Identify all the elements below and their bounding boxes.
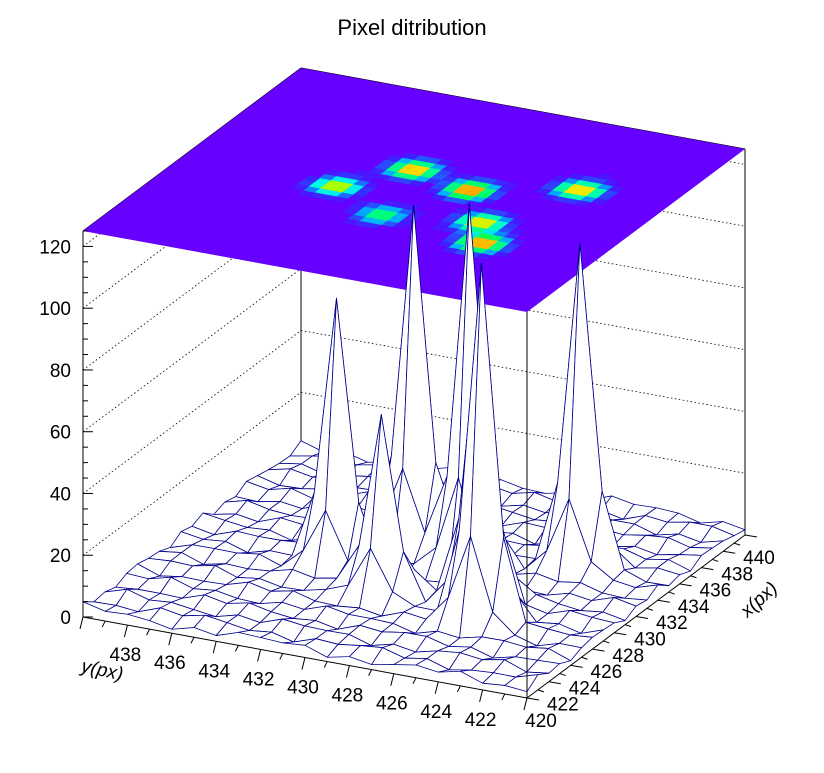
y-tick (301, 657, 306, 670)
x-tick-label: 428 (612, 646, 644, 667)
y-tick-label: 424 (420, 702, 452, 723)
contour-cells (291, 153, 625, 260)
gridline-back-y (82, 391, 302, 556)
y-tick (123, 624, 128, 638)
x-tick (668, 591, 675, 595)
y-tick (234, 645, 239, 652)
z-tick-label: 60 (50, 423, 71, 444)
y-tick (212, 641, 217, 654)
y-tick (190, 637, 195, 644)
x-tick (679, 583, 692, 587)
x-tick (537, 689, 545, 693)
z-tick-label: 80 (50, 361, 71, 382)
gridline-back-y (82, 330, 302, 494)
x-tick (646, 607, 654, 611)
x-tick-label: 438 (721, 564, 753, 585)
y-tick-label: 430 (287, 678, 319, 699)
x-tick (723, 550, 736, 554)
y-tick-label: 422 (465, 710, 497, 731)
gridline-back-x (300, 144, 746, 227)
gridline-back-x (300, 330, 746, 412)
y-tick (168, 633, 173, 646)
y-tick (345, 665, 350, 678)
contour-cell (380, 199, 399, 207)
mesh-cell (504, 674, 539, 693)
x-tick (526, 697, 540, 701)
y-tick (501, 693, 506, 701)
y-tick (257, 649, 262, 662)
y-tick (323, 661, 328, 668)
y-tick-label: 436 (154, 653, 186, 674)
gridline-back-y (82, 206, 302, 371)
y-tick-label: 426 (376, 694, 408, 715)
z-tick-label: 40 (50, 484, 71, 505)
x-tick (701, 567, 714, 571)
x-tick (712, 558, 719, 562)
y-tick (101, 620, 106, 628)
x-tick (614, 632, 627, 636)
x-tick-label: 426 (591, 662, 623, 683)
contour-cell (452, 207, 471, 215)
x-tick (603, 640, 610, 644)
y-tick (434, 681, 439, 694)
x-tick-label: 440 (743, 548, 775, 569)
x-tick (570, 664, 583, 668)
z-tick-label: 0 (60, 608, 71, 629)
y-tick (390, 673, 395, 686)
x-tick (657, 599, 670, 603)
gridline-back-x (300, 206, 746, 289)
gridline-back-y (82, 268, 302, 433)
contour-cell (401, 153, 420, 160)
contour-cell (352, 169, 371, 177)
surface-mesh (82, 203, 746, 693)
contour-cell (324, 169, 343, 177)
y-tick (479, 689, 484, 703)
x-tick (624, 624, 632, 628)
x-tick (581, 656, 588, 660)
y-tick-label: 432 (243, 669, 275, 690)
x-tick-label: 420 (525, 711, 557, 732)
x-tick (635, 616, 649, 619)
y-tick-label: 438 (110, 645, 142, 666)
x-tick-label: 432 (656, 613, 688, 634)
x-tick (548, 681, 561, 685)
gridline-back-x (300, 391, 746, 474)
z-tick-label: 120 (39, 237, 71, 258)
y-axis: 422 424 426 428 430 432 434 436 438 (79, 616, 528, 731)
x-tick (690, 575, 697, 579)
y-tick (412, 677, 417, 684)
x-tick-label: 430 (634, 630, 666, 651)
y-tick-label: 428 (332, 686, 364, 707)
contour-cell (385, 155, 404, 162)
y-tick (368, 669, 373, 676)
chart-title: Pixel ditribution (337, 15, 486, 40)
x-tick (592, 648, 605, 652)
x-tick-label: 436 (700, 581, 732, 602)
x-tick-label: 422 (547, 695, 579, 716)
gridline-back-x (300, 268, 746, 351)
x-tick (559, 673, 566, 677)
y-tick (456, 685, 461, 693)
y-tick (523, 697, 528, 711)
x-tick-label: 424 (569, 678, 601, 699)
contour-cell (567, 173, 586, 180)
y-tick (146, 628, 151, 636)
x-tick (744, 534, 758, 538)
contour-cell (595, 173, 614, 180)
x-tick-label: 434 (678, 597, 710, 618)
z-tick-label: 100 (39, 299, 71, 320)
contour-cell (302, 175, 321, 183)
z-tick-label: 20 (50, 546, 71, 567)
y-tick (279, 653, 284, 660)
x-tick (733, 542, 741, 546)
y-tick-label: 434 (198, 661, 230, 682)
y-tick (79, 616, 84, 630)
z-axis: 0 20 40 60 80 100 120 (39, 230, 93, 629)
contour-cell (551, 175, 570, 183)
